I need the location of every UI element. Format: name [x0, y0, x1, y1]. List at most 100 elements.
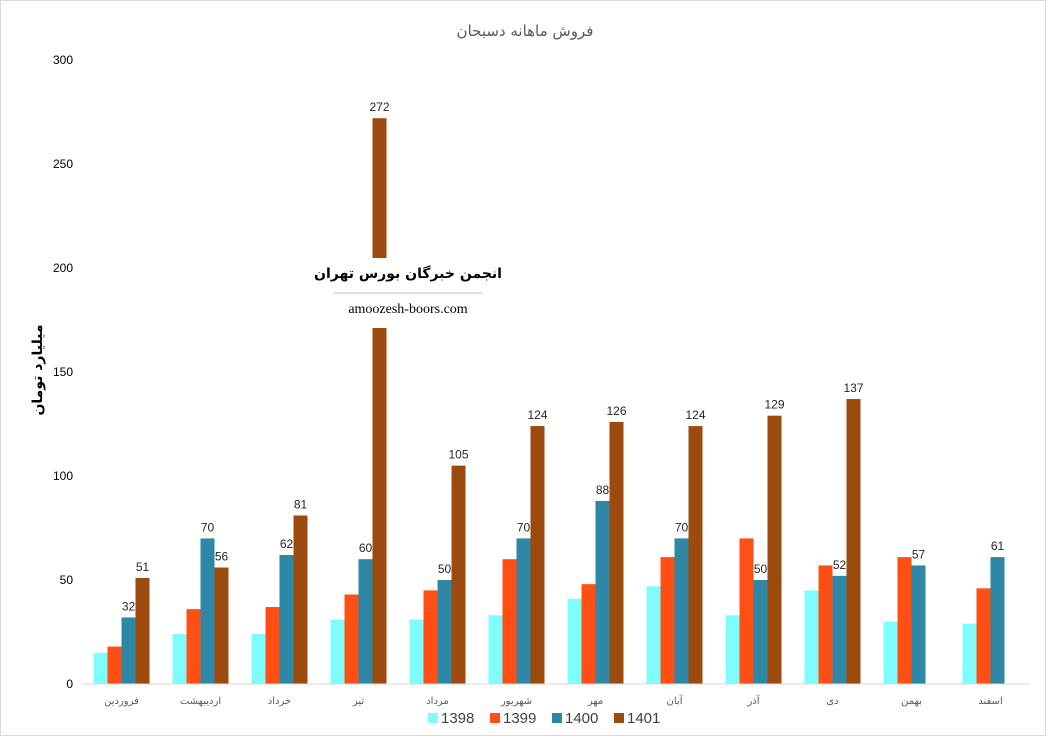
bar-1401: [609, 421, 624, 684]
y-tick-label: 100: [53, 469, 73, 483]
bar-1400: [911, 565, 926, 684]
legend-swatch-1400: [552, 713, 562, 723]
data-label-1401: 272: [369, 100, 389, 114]
legend: 1398 1399 1400 1401: [428, 710, 660, 727]
data-label-1401: 124: [527, 408, 547, 422]
bar-1400: [595, 500, 610, 684]
bar-1398: [251, 634, 266, 684]
legend-swatch-1398: [428, 713, 438, 723]
bar-1400: [674, 538, 689, 684]
watermark-title: انجمن خبرگان بورس تهران: [314, 265, 502, 282]
x-tick-label: مهر: [587, 696, 603, 707]
bar-1399: [344, 594, 359, 684]
bar-1400: [279, 555, 294, 684]
bar-1398: [804, 590, 819, 684]
data-label-1400: 61: [991, 539, 1005, 553]
data-label-1401: 137: [843, 381, 863, 395]
x-tick-label: آبان: [667, 694, 684, 707]
bar-1399: [186, 609, 201, 684]
watermark: انجمن خبرگان بورس تهران amoozesh-boors.c…: [314, 258, 502, 328]
data-label-1400: 32: [122, 599, 136, 613]
data-label-1401: 105: [448, 448, 468, 462]
x-axis: فروردین اردیبهشت خرداد تیر مرداد شهریور مهر آبا…: [104, 694, 1003, 707]
data-label-1401: 81: [294, 498, 308, 512]
x-tick-label: شهریور: [500, 696, 532, 707]
data-label-1400: 52: [833, 558, 847, 572]
y-tick-label: 50: [60, 573, 74, 587]
data-label-1400: 70: [201, 520, 215, 534]
y-axis: 0 50 100 150 200 250 300: [53, 53, 73, 691]
chart-title: فروش ماهانه دسبحان: [457, 22, 594, 40]
plot-bars: [93, 118, 1005, 685]
data-label-1401: 124: [685, 408, 705, 422]
legend-label-1400: 1400: [565, 710, 598, 727]
bar-1401: [846, 399, 861, 684]
bar-1399: [502, 559, 517, 684]
bar-1398: [567, 598, 582, 684]
bar-1398: [488, 615, 503, 684]
bar-1399: [660, 557, 675, 684]
bar-1400: [753, 580, 768, 684]
y-tick-label: 250: [53, 157, 73, 171]
bar-1400: [121, 617, 136, 684]
data-label-1400: 70: [517, 520, 531, 534]
bar-1399: [897, 557, 912, 684]
data-label-1401: 129: [764, 398, 784, 412]
data-label-1401: 56: [215, 550, 229, 564]
data-label-1400: 88: [596, 483, 610, 497]
x-tick-label: اردیبهشت: [180, 696, 221, 707]
data-label-1401: 126: [606, 404, 626, 418]
bar-1400: [990, 557, 1005, 684]
legend-label-1399: 1399: [503, 710, 536, 727]
bar-1398: [409, 619, 424, 684]
data-label-1400: 62: [280, 537, 294, 551]
y-tick-label: 300: [53, 53, 73, 67]
data-label-1400: 70: [675, 520, 689, 534]
bar-1399: [739, 538, 754, 684]
data-label-1400: 50: [438, 562, 452, 576]
data-label-1401: 51: [136, 560, 150, 574]
bar-1399: [976, 588, 991, 684]
legend-swatch-1401: [614, 713, 624, 723]
bar-1399: [423, 590, 438, 684]
bar-1398: [330, 619, 345, 684]
bar-1401: [293, 515, 308, 684]
bar-1401: [530, 426, 545, 684]
x-tick-label: فروردین: [104, 696, 139, 707]
bar-1398: [646, 586, 661, 684]
y-tick-label: 0: [66, 677, 73, 691]
y-tick-label: 200: [53, 261, 73, 275]
data-label-1400: 57: [912, 547, 926, 561]
x-tick-label: اسفند: [978, 696, 1002, 707]
data-label-1400: 60: [359, 541, 373, 555]
bar-1399: [818, 565, 833, 684]
watermark-site: amoozesh-boors.com: [348, 302, 467, 317]
bar-1398: [883, 621, 898, 684]
x-tick-label: خرداد: [268, 696, 291, 707]
bar-1400: [200, 538, 215, 684]
bar-1401: [688, 426, 703, 684]
bar-1398: [725, 615, 740, 684]
bar-1398: [93, 652, 108, 684]
bar-1398: [962, 623, 977, 684]
data-labels: 32 51 70 56 62 81 60 272 50 105 70 124 88 126 70 124 50 1…: [122, 100, 1005, 613]
legend-swatch-1399: [490, 713, 500, 723]
data-label-1400: 50: [754, 562, 768, 576]
bar-1401: [372, 118, 387, 685]
bar-1400: [437, 580, 452, 684]
bar-1400: [516, 538, 531, 684]
x-tick-label: مرداد: [426, 696, 449, 707]
bar-1401: [214, 567, 229, 684]
legend-label-1401: 1401: [627, 710, 660, 727]
bar-1399: [265, 607, 280, 684]
bar-1399: [581, 584, 596, 684]
y-tick-label: 150: [53, 365, 73, 379]
bar-1401: [767, 415, 782, 684]
bar-1399: [107, 646, 122, 684]
x-tick-label: دی: [826, 696, 838, 707]
x-tick-label: تیر: [352, 696, 365, 707]
bar-1400: [358, 559, 373, 684]
legend-label-1398: 1398: [441, 710, 474, 727]
